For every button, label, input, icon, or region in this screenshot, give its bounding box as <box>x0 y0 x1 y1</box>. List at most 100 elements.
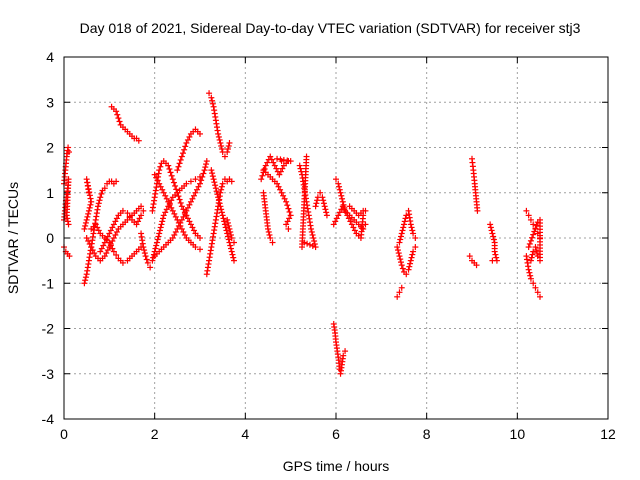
data-point <box>313 200 320 207</box>
data-point <box>113 228 120 235</box>
data-point <box>314 197 321 204</box>
data-point <box>65 221 72 228</box>
data-point <box>224 216 231 223</box>
data-point <box>110 235 117 241</box>
data-point <box>138 212 145 219</box>
data-point <box>201 167 208 174</box>
data-point <box>400 224 407 231</box>
data-point <box>488 227 495 234</box>
data-point <box>65 144 72 151</box>
data-point <box>526 269 533 276</box>
data-point <box>180 206 187 213</box>
y-axis-label: SDTVAR / TECUs <box>5 182 21 294</box>
data-point <box>403 271 410 278</box>
data-point <box>221 221 228 228</box>
data-point <box>493 254 500 261</box>
data-point <box>190 227 197 234</box>
data-point <box>124 210 131 217</box>
data-point <box>81 280 88 287</box>
data-point <box>225 222 232 229</box>
x-tick-label: 10 <box>510 426 526 442</box>
data-point <box>336 186 343 193</box>
data-point <box>527 275 534 282</box>
data-point <box>172 182 179 189</box>
data-point <box>360 207 367 214</box>
data-point <box>197 235 203 241</box>
data-point <box>159 218 166 225</box>
data-point <box>115 115 122 122</box>
data-point <box>183 180 190 187</box>
data-point <box>217 189 224 196</box>
data-point <box>95 203 101 210</box>
data-point <box>86 204 93 211</box>
data-point <box>192 244 199 251</box>
data-point <box>312 203 319 210</box>
data-point <box>309 242 316 249</box>
data-point <box>96 197 103 204</box>
data-point <box>153 174 160 181</box>
data-point <box>197 130 203 137</box>
data-point <box>177 219 184 226</box>
data-point <box>168 204 175 211</box>
data-point <box>215 133 222 140</box>
data-point <box>216 136 223 143</box>
data-point <box>215 197 222 204</box>
data-point <box>537 293 543 300</box>
data-point <box>227 228 234 235</box>
data-point <box>273 165 280 172</box>
data-point <box>530 231 537 238</box>
data-point <box>141 247 148 254</box>
data-point <box>258 176 265 183</box>
data-point <box>187 178 194 185</box>
data-point <box>221 218 228 225</box>
data-point <box>101 253 108 260</box>
data-point <box>527 237 534 244</box>
data-point <box>162 192 169 199</box>
data-point <box>215 130 222 137</box>
data-point <box>113 178 120 185</box>
data-point <box>216 200 223 207</box>
data-point <box>266 231 273 238</box>
data-point <box>490 236 497 243</box>
data-point <box>159 215 166 222</box>
data-point <box>279 165 286 172</box>
data-point <box>280 192 287 199</box>
data-point <box>218 146 225 153</box>
data-point <box>264 159 271 166</box>
data-point <box>112 231 119 238</box>
data-point <box>408 254 415 261</box>
data-point <box>231 257 237 264</box>
data-point <box>283 221 290 228</box>
data-point <box>126 213 133 220</box>
data-point <box>180 150 186 157</box>
data-point <box>94 224 101 231</box>
data-point <box>157 224 164 231</box>
data-point <box>285 205 292 212</box>
data-point <box>281 195 288 202</box>
data-point <box>412 235 419 241</box>
data-point <box>397 256 404 263</box>
data-point <box>223 227 230 234</box>
data-point <box>306 241 313 248</box>
data-point <box>109 224 116 231</box>
data-point <box>226 139 233 146</box>
data-points <box>61 90 543 377</box>
data-point <box>394 247 401 254</box>
data-point <box>184 136 191 143</box>
data-point <box>489 257 496 264</box>
data-point <box>530 221 537 228</box>
data-point <box>215 194 222 201</box>
data-point <box>401 218 408 225</box>
data-point <box>533 247 540 254</box>
data-point <box>183 139 190 146</box>
data-point <box>534 219 541 226</box>
grid-lines <box>64 57 608 419</box>
data-point <box>87 201 94 208</box>
data-point <box>474 207 481 214</box>
data-point <box>274 155 281 162</box>
data-point <box>187 198 194 205</box>
x-tick-label: 6 <box>332 426 340 442</box>
data-point <box>169 207 176 214</box>
data-point <box>405 266 412 273</box>
